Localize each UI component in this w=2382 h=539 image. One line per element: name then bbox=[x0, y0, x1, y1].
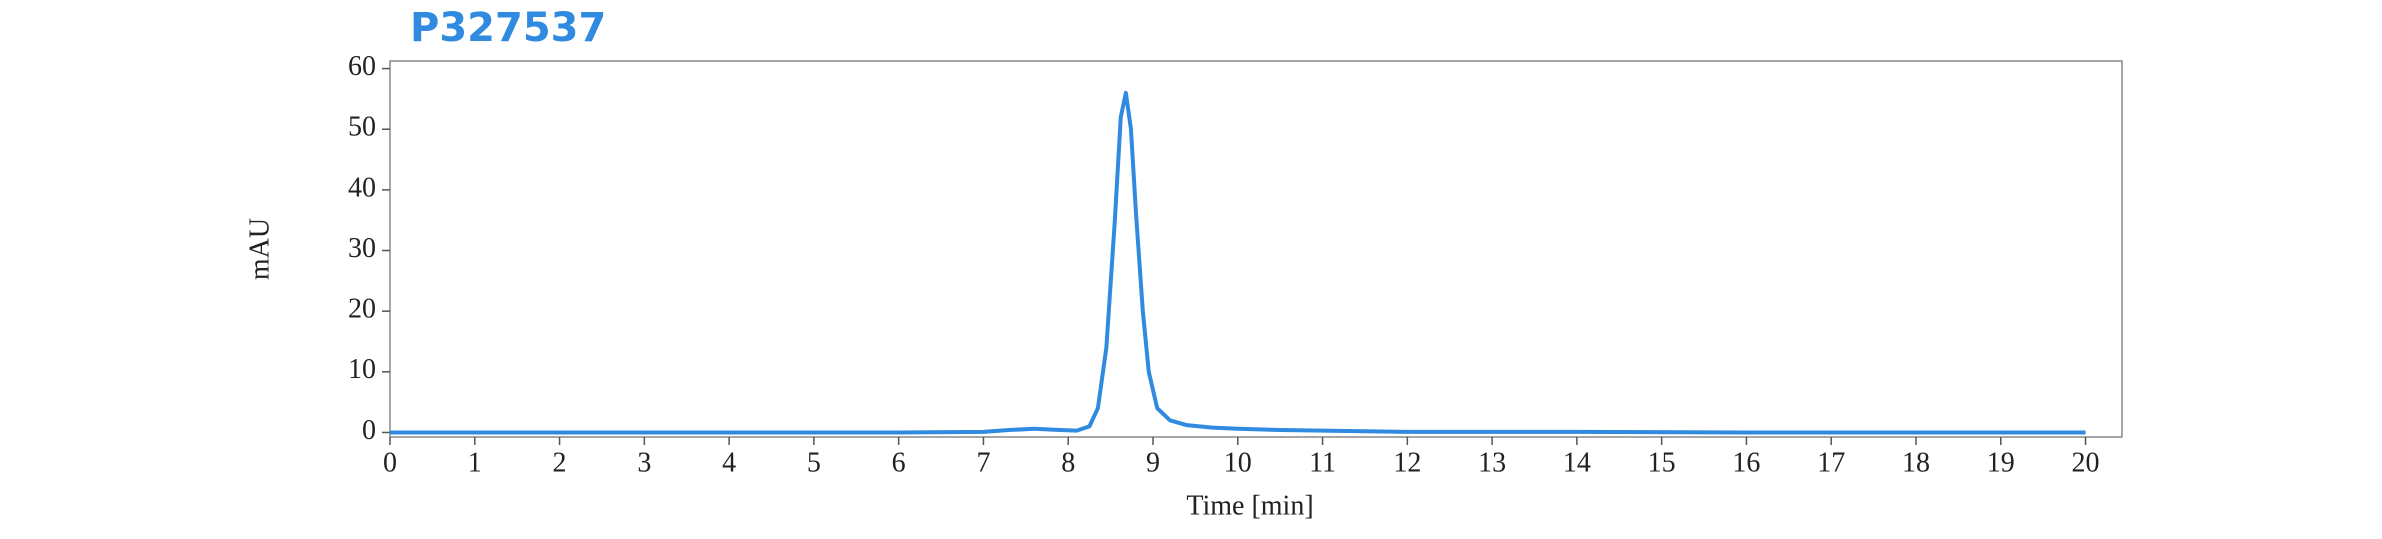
y-tick-label: 30 bbox=[348, 233, 376, 264]
x-tick-label: 15 bbox=[1648, 447, 1676, 478]
y-tick-label: 40 bbox=[348, 172, 376, 203]
x-tick-label: 17 bbox=[1817, 447, 1845, 478]
x-tick-label: 12 bbox=[1393, 447, 1421, 478]
y-tick-label: 10 bbox=[348, 354, 376, 385]
plot-frame bbox=[389, 60, 2123, 438]
y-axis-label: mAU bbox=[244, 218, 275, 280]
y-tick-label: 50 bbox=[348, 112, 376, 143]
chart-title: P327537 bbox=[410, 5, 606, 51]
x-tick-label: 0 bbox=[383, 447, 397, 478]
x-tick-label: 5 bbox=[807, 447, 821, 478]
x-tick-label: 16 bbox=[1732, 447, 1760, 478]
x-tick-label: 18 bbox=[1902, 447, 1930, 478]
y-tick-label: 60 bbox=[348, 51, 376, 82]
x-tick-label: 9 bbox=[1146, 447, 1160, 478]
x-tick-label: 6 bbox=[892, 447, 906, 478]
x-tick-label: 13 bbox=[1478, 447, 1506, 478]
x-tick-label: 14 bbox=[1563, 447, 1591, 478]
x-tick-label: 20 bbox=[2072, 447, 2100, 478]
x-tick-label: 19 bbox=[1987, 447, 2015, 478]
data-line bbox=[390, 90, 2086, 435]
x-tick-label: 10 bbox=[1224, 447, 1252, 478]
x-tick-label: 11 bbox=[1309, 447, 1336, 478]
x-axis-label: Time [min] bbox=[1186, 490, 1313, 521]
x-tick-label: 2 bbox=[553, 447, 567, 478]
x-tick-label: 4 bbox=[722, 447, 736, 478]
x-tick-label: 7 bbox=[976, 447, 990, 478]
y-tick-label: 20 bbox=[348, 294, 376, 325]
y-tick-label: 0 bbox=[362, 415, 376, 446]
x-tick-label: 8 bbox=[1061, 447, 1075, 478]
x-tick-label: 1 bbox=[468, 447, 482, 478]
x-tick-label: 3 bbox=[637, 447, 651, 478]
